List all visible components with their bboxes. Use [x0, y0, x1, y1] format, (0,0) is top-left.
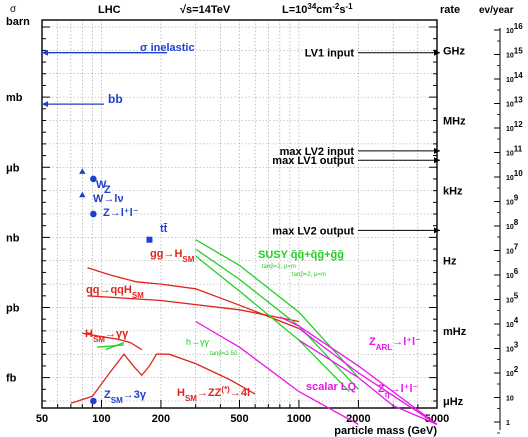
series-line: [195, 239, 359, 379]
trigger-arrow: [434, 49, 440, 56]
events-tick-label: 107: [506, 242, 519, 256]
luminosity-label: L=1034cm-2s-1: [282, 2, 353, 17]
events-tick-label: 102: [506, 365, 519, 379]
events-tick-label: 105: [506, 291, 519, 305]
events-tick-label: 1015: [506, 46, 523, 60]
x-tick-label: 100: [92, 413, 110, 425]
series-arrow: [42, 101, 48, 108]
events-tick-label: 106: [506, 267, 519, 281]
rate-axis-title: rate: [440, 4, 460, 16]
series-arrow: [42, 49, 48, 56]
y-tick-label-left: fb: [6, 373, 17, 385]
trigger-label: max LV1 output: [272, 155, 354, 167]
series-line: [195, 320, 359, 425]
trigger-label: LV1 input: [305, 48, 355, 60]
y-tick-label-left: mb: [6, 92, 23, 104]
y-tick-label-rate: GHz: [443, 45, 466, 57]
label-h-zz: HSM→ZZ(*)→4l: [177, 385, 250, 403]
trigger-label: max LV2 output: [272, 225, 354, 237]
y-tick-label-rate: Hz: [443, 256, 457, 268]
trigger-arrow: [434, 147, 440, 154]
series-line: [82, 332, 143, 351]
events-axis-title: ev/year: [479, 5, 514, 16]
label-tt: tt̄: [160, 223, 168, 235]
y-tick-label-rate: kHz: [443, 186, 463, 198]
label-z-eta: Zη→l⁺l⁻: [378, 383, 419, 399]
events-tick-label: 1012: [506, 120, 523, 134]
x-grid: [57, 20, 419, 408]
events-tick-label: 108: [506, 218, 519, 232]
y-tick-label-left: pb: [6, 302, 20, 314]
label-h-gamgam: HSM→γγ: [85, 328, 129, 344]
label-w-lnu: W→lν: [93, 193, 124, 205]
x-tick-label: 200: [152, 413, 170, 425]
y-axis-unit-symbol: σ: [10, 4, 17, 15]
data-point-circle: [90, 397, 97, 405]
data-point-square: [146, 236, 153, 243]
y-tick-label-rate: mHz: [443, 326, 467, 338]
series-line: [298, 327, 438, 425]
x-tick-label: 1000: [287, 413, 311, 425]
y-tick-label-left: μb: [6, 162, 20, 174]
series-line: [298, 339, 438, 425]
series-line: [279, 316, 438, 425]
label-susy: SUSY q̃q̃+q̃g̃+g̃g̃: [258, 249, 344, 261]
trigger-label: max LV2 input: [280, 146, 355, 158]
trigger-arrow: [434, 227, 440, 234]
label-susy-note-1: tanβ=2, μ=m: [262, 264, 296, 270]
y-tick-label-left: nb: [6, 232, 20, 244]
y-axis-label-barn: barn: [6, 16, 30, 28]
y-tick-label-rate: μHz: [443, 396, 464, 408]
y-tick-label-rate: MHz: [443, 116, 466, 128]
label-z-sm: ZSM→3γ: [104, 389, 147, 405]
label-bb: bb: [108, 92, 123, 106]
x-tick-label: 50: [36, 413, 48, 425]
label-z: Z: [104, 184, 111, 196]
data-point-triangle: [79, 191, 86, 198]
events-tick-label: 1011: [506, 144, 523, 158]
events-tick-label: 109: [506, 193, 519, 207]
x-tick-label: 500: [230, 413, 248, 425]
events-tick-label: 1013: [506, 95, 523, 109]
events-tick-label: 104: [506, 316, 519, 330]
label-h-gamgam-note: tanβ=2-50: [210, 351, 238, 357]
x-tick-label: 2000: [346, 413, 370, 425]
events-tick-label: 10: [506, 396, 514, 403]
y-grid: [42, 26, 437, 402]
series-line: [70, 353, 256, 404]
events-tick-label: 1014: [506, 71, 523, 85]
series-line: [105, 341, 125, 351]
label-scalar-lq: scalar LQ: [306, 381, 357, 393]
label-w: W: [96, 179, 107, 191]
label-gg-h: gg→HSM: [150, 248, 195, 264]
events-tick-label: 103: [506, 340, 519, 354]
label-z-arl: ZARL→l⁺l⁻: [369, 336, 421, 352]
collider-label: LHC: [98, 4, 121, 16]
label-h-gamgam-susy: h→γγ: [186, 337, 210, 347]
series-line: [87, 267, 300, 330]
events-tick-label: 1: [506, 420, 510, 427]
events-tick-label: 1010: [506, 169, 523, 183]
series-line: [195, 248, 359, 390]
x-axis-label: particle mass (GeV): [334, 425, 437, 437]
label-qq-qqh: qq→qqHSM: [86, 284, 144, 300]
label-z-ll: Z→l⁺l⁻: [103, 207, 139, 219]
series-line: [195, 255, 350, 393]
data-point-triangle: [79, 168, 86, 174]
label-sigma-inelastic: σ inelastic: [140, 42, 195, 54]
label-susy-note-2: tanβ=2, μ=m: [292, 272, 326, 278]
data-point-circle: [90, 175, 97, 183]
events-tick-label: 1016: [506, 22, 523, 36]
energy-label: √s=14TeV: [180, 4, 231, 16]
series-line: [97, 344, 125, 348]
trigger-arrow: [434, 157, 440, 164]
data-point-circle: [90, 210, 97, 218]
